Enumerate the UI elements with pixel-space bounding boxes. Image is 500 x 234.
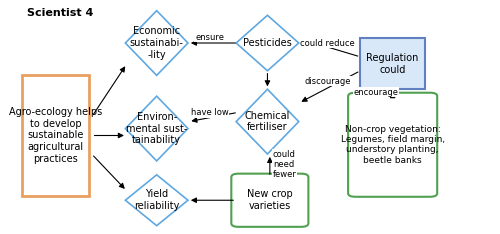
Text: could reduce: could reduce <box>300 39 355 48</box>
Polygon shape <box>126 11 188 75</box>
Text: Pesticides: Pesticides <box>243 38 292 48</box>
Text: encourage: encourage <box>354 88 399 97</box>
FancyBboxPatch shape <box>232 174 308 227</box>
Text: Non-crop vegetation:
Legumes, field margin,
understory planting,
beetle banks: Non-crop vegetation: Legumes, field marg… <box>340 125 444 165</box>
Text: discourage: discourage <box>304 77 351 86</box>
Polygon shape <box>236 89 298 154</box>
Text: Yield
reliability: Yield reliability <box>134 190 180 211</box>
Text: Scientist 4: Scientist 4 <box>26 8 93 18</box>
Text: Chemical
fertiliser: Chemical fertiliser <box>245 111 290 132</box>
Polygon shape <box>126 175 188 226</box>
Text: could
need
fewer: could need fewer <box>272 150 296 179</box>
Text: ensure: ensure <box>195 33 224 42</box>
Text: Regulation
could: Regulation could <box>366 53 419 75</box>
Text: have low: have low <box>191 108 228 117</box>
FancyBboxPatch shape <box>348 93 437 197</box>
Text: New crop
varieties: New crop varieties <box>247 190 292 211</box>
Text: Economic
sustainabi-
-lity: Economic sustainabi- -lity <box>130 26 184 60</box>
Text: Agro-ecology helps
to develop
sustainable
agricultural
practices: Agro-ecology helps to develop sustainabl… <box>9 107 102 164</box>
Text: Environ-
mental sust-
tainability: Environ- mental sust- tainability <box>126 112 188 145</box>
FancyBboxPatch shape <box>22 75 90 196</box>
Polygon shape <box>236 15 298 71</box>
Polygon shape <box>126 96 188 161</box>
FancyBboxPatch shape <box>360 38 425 89</box>
